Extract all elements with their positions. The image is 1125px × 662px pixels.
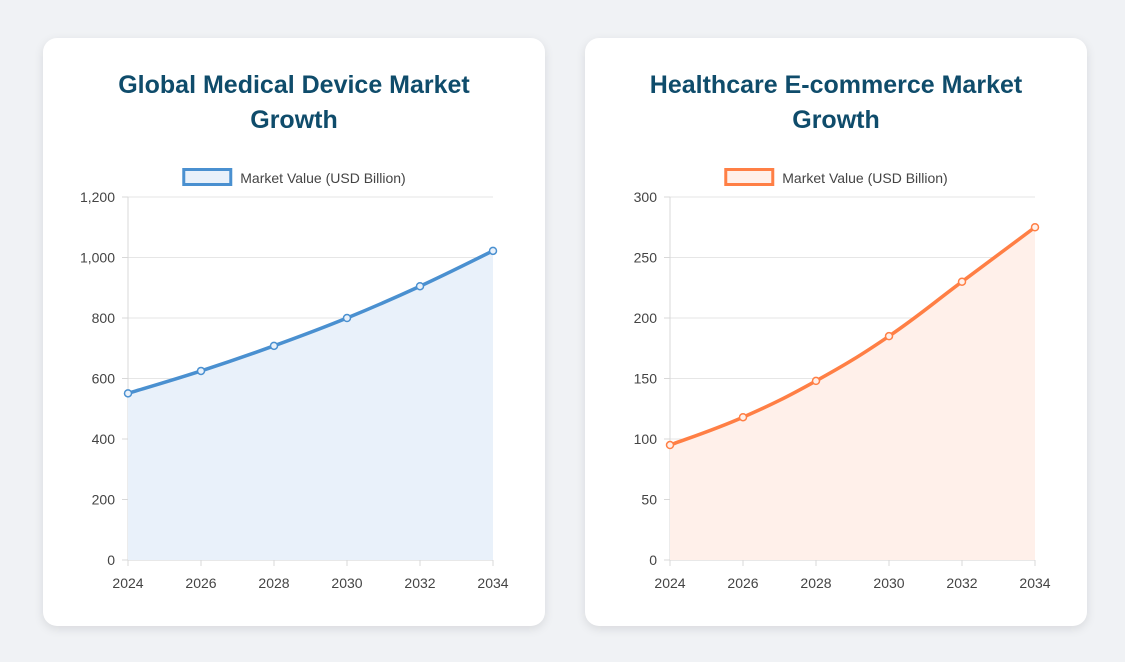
data-point[interactable] — [738, 412, 748, 422]
x-tick-label: 2034 — [477, 575, 508, 591]
x-tick-label: 2030 — [873, 575, 904, 591]
medical-device-chart-card: Global Medical Device Market Growth Mark… — [43, 38, 545, 626]
data-point[interactable] — [488, 246, 498, 256]
y-tick-label: 1,200 — [80, 189, 115, 205]
legend-swatch — [182, 168, 233, 186]
ecommerce-line-chart: Market Value (USD Billion) 0 50 100 150 200 25… — [634, 168, 1051, 591]
x-tick-label: 2034 — [1019, 575, 1050, 591]
x-tick-label: 2024 — [654, 575, 685, 591]
y-tick-label: 600 — [92, 371, 116, 387]
data-point[interactable] — [342, 313, 352, 323]
chart-title: Global Medical Device Market Growth — [118, 71, 470, 134]
y-tick-label: 200 — [634, 310, 658, 326]
x-tick-label: 2032 — [946, 575, 977, 591]
data-point[interactable] — [811, 376, 821, 386]
y-tick-label: 1,000 — [80, 250, 115, 266]
data-point[interactable] — [415, 281, 425, 291]
data-point[interactable] — [665, 440, 675, 450]
x-tick-label: 2026 — [727, 575, 758, 591]
y-tick-label: 250 — [634, 250, 658, 266]
y-tick-label: 0 — [107, 552, 115, 568]
data-point[interactable] — [1030, 223, 1040, 232]
x-tick-label: 2028 — [258, 575, 289, 591]
y-tick-label: 800 — [92, 310, 116, 326]
x-tick-label: 2032 — [404, 575, 435, 591]
ecommerce-chart-card: Healthcare E-commerce Market Growth Mark… — [585, 38, 1087, 626]
legend-label: Market Value (USD Billion) — [240, 170, 405, 186]
x-tick-label: 2028 — [800, 575, 831, 591]
x-tick-label: 2030 — [331, 575, 362, 591]
y-tick-label: 0 — [649, 552, 657, 568]
legend-swatch — [724, 168, 775, 186]
x-tick-label: 2026 — [185, 575, 216, 591]
legend-label: Market Value (USD Billion) — [782, 170, 947, 186]
y-tick-label: 50 — [641, 492, 657, 508]
data-point[interactable] — [884, 331, 894, 341]
y-tick-label: 100 — [634, 431, 658, 447]
x-tick-label: 2024 — [112, 575, 143, 591]
y-tick-label: 300 — [634, 189, 658, 205]
chart-title: Healthcare E-commerce Market Growth — [649, 71, 1023, 134]
series-area — [670, 227, 1035, 560]
series-area — [128, 250, 493, 560]
y-tick-label: 150 — [634, 371, 658, 387]
medical-device-line-chart: Market Value (USD Billion) 0 200 400 600 800 1… — [80, 168, 509, 591]
y-tick-label: 200 — [92, 492, 116, 508]
data-point[interactable] — [123, 389, 133, 398]
y-tick-label: 400 — [92, 431, 116, 447]
data-point[interactable] — [196, 366, 206, 376]
data-point[interactable] — [269, 341, 279, 351]
data-point[interactable] — [957, 277, 967, 286]
series-line — [126, 249, 495, 396]
